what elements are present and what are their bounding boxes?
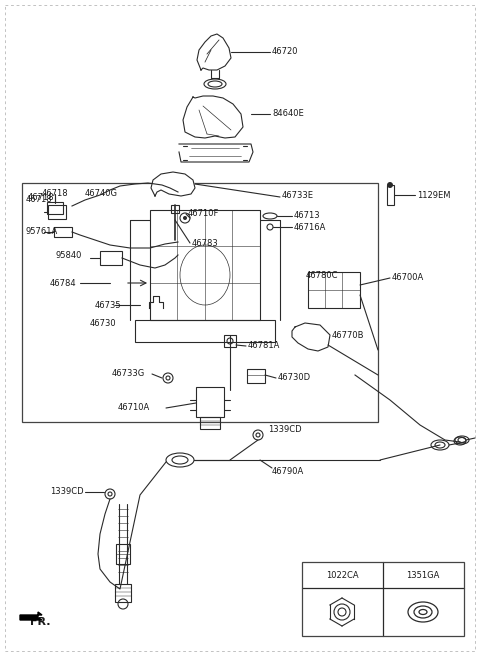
Text: 46733G: 46733G bbox=[112, 369, 145, 379]
Bar bbox=[171, 205, 179, 213]
Text: 1022CA: 1022CA bbox=[326, 571, 358, 579]
Bar bbox=[54, 227, 72, 237]
Text: 46720: 46720 bbox=[272, 47, 299, 56]
Text: FR.: FR. bbox=[30, 617, 50, 627]
Text: 95761A: 95761A bbox=[26, 228, 58, 237]
Text: 1129EM: 1129EM bbox=[417, 190, 451, 199]
Text: 46733E: 46733E bbox=[282, 192, 314, 201]
Polygon shape bbox=[183, 96, 243, 138]
Text: 46713: 46713 bbox=[294, 211, 321, 220]
Bar bbox=[48, 205, 66, 219]
Polygon shape bbox=[197, 34, 231, 70]
Bar bbox=[116, 544, 130, 564]
Bar bbox=[302, 562, 464, 636]
Bar bbox=[100, 251, 122, 265]
Text: 46718: 46718 bbox=[26, 195, 53, 205]
Bar bbox=[200, 417, 220, 429]
Text: 1351GA: 1351GA bbox=[406, 571, 440, 579]
Bar bbox=[22, 183, 378, 422]
Bar bbox=[224, 335, 236, 347]
Text: 46718: 46718 bbox=[28, 192, 55, 201]
Text: 46710F: 46710F bbox=[188, 209, 219, 218]
Circle shape bbox=[183, 216, 187, 220]
Polygon shape bbox=[179, 144, 253, 162]
Polygon shape bbox=[20, 612, 42, 620]
Bar bbox=[247, 369, 265, 383]
Text: 1339CD: 1339CD bbox=[268, 426, 301, 434]
Text: 46780C: 46780C bbox=[306, 272, 338, 281]
Text: 46740G: 46740G bbox=[85, 188, 118, 197]
Text: 46730: 46730 bbox=[90, 319, 117, 327]
Text: 46784: 46784 bbox=[50, 279, 77, 287]
Text: 46710A: 46710A bbox=[118, 403, 150, 413]
Polygon shape bbox=[292, 323, 330, 351]
Text: 46730D: 46730D bbox=[278, 373, 311, 382]
Circle shape bbox=[387, 182, 393, 188]
Text: 46790A: 46790A bbox=[272, 468, 304, 476]
Text: 46783: 46783 bbox=[192, 239, 219, 247]
Text: 1339CD: 1339CD bbox=[50, 487, 84, 497]
Text: 95840: 95840 bbox=[55, 251, 82, 260]
Polygon shape bbox=[151, 172, 195, 196]
Text: 46770B: 46770B bbox=[332, 331, 364, 340]
Bar bbox=[150, 210, 260, 320]
Text: 46781A: 46781A bbox=[248, 342, 280, 350]
Text: 46735: 46735 bbox=[95, 300, 121, 310]
Text: 46716A: 46716A bbox=[294, 222, 326, 232]
Bar bbox=[115, 584, 131, 602]
Text: 46700A: 46700A bbox=[392, 274, 424, 283]
Bar bbox=[308, 272, 360, 308]
Bar bbox=[196, 387, 224, 417]
Text: 84640E: 84640E bbox=[272, 110, 304, 119]
Text: 46718: 46718 bbox=[42, 188, 68, 197]
Bar bbox=[387, 185, 394, 205]
Bar bbox=[47, 202, 63, 214]
Bar bbox=[135, 320, 275, 342]
